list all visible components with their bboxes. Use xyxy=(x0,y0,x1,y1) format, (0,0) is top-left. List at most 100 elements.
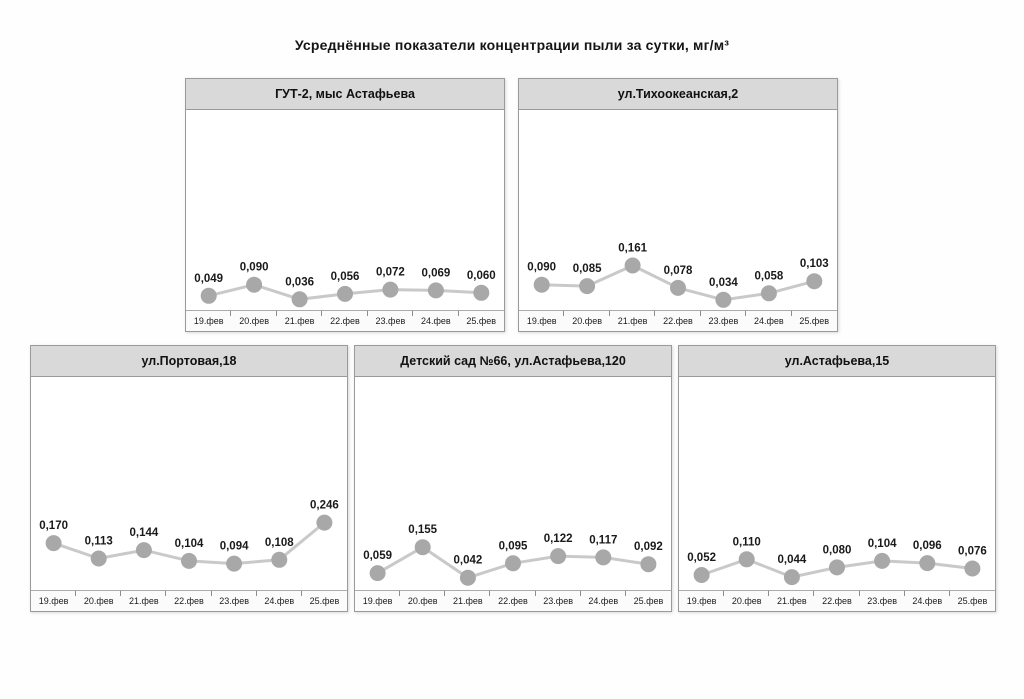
data-point-marker xyxy=(640,556,657,573)
x-axis-label: 19.фев xyxy=(519,311,565,331)
data-point-label: 0,059 xyxy=(363,550,392,562)
x-axis-label: 24.фев xyxy=(257,591,302,611)
line-chart: 0,170 0,113 0,144 0,104 0,094 0,108 0,246 xyxy=(39,500,339,572)
x-axis-label: 25.фев xyxy=(633,596,664,606)
data-point-marker xyxy=(624,257,641,274)
data-point-label: 0,034 xyxy=(709,277,738,289)
x-axis-label: 23.фев xyxy=(212,591,257,611)
data-point-label: 0,069 xyxy=(422,267,451,279)
data-point-marker xyxy=(181,552,197,569)
data-point-label: 0,090 xyxy=(527,262,556,274)
data-point-marker xyxy=(693,567,710,583)
x-axis-label: 25.фев xyxy=(799,316,830,326)
data-point-label: 0,092 xyxy=(634,541,663,553)
data-point-label: 0,036 xyxy=(285,276,314,288)
data-point-marker xyxy=(783,569,800,586)
data-point-label: 0,155 xyxy=(408,524,437,536)
data-point-label: 0,060 xyxy=(467,270,496,282)
data-point-marker xyxy=(715,291,732,308)
data-point-marker xyxy=(550,548,567,565)
station-chart-panel: ул.Тихоокеанская,2 0,090 0,085 0,161 0,078 0… xyxy=(518,78,838,332)
line-chart: 0,052 0,110 0,044 0,080 0,104 0,096 0,076 xyxy=(687,536,987,586)
data-point-label: 0,170 xyxy=(39,520,68,532)
data-point-label: 0,042 xyxy=(454,555,483,567)
x-axis-label: 23.фев xyxy=(860,591,905,611)
data-point-marker xyxy=(874,552,891,569)
data-point-label: 0,049 xyxy=(194,273,223,285)
data-point-marker xyxy=(135,542,152,559)
x-axis-label: 21.фев xyxy=(445,591,491,611)
data-point-marker xyxy=(337,285,353,302)
x-axis-label: 24.фев xyxy=(581,591,626,611)
data-point-marker xyxy=(427,282,444,299)
x-axis-label: 24.фев xyxy=(413,311,459,331)
x-axis-label: 24.фев xyxy=(905,591,950,611)
station-title: ул.Астафьева,15 xyxy=(679,346,995,377)
data-point-marker xyxy=(369,565,386,582)
station-chart-panel: Детский сад №66, ул.Астафьева,120 0,059 0… xyxy=(354,345,672,612)
data-point-marker xyxy=(226,555,243,572)
x-axis: 19.фев 20.фев 21.фев 22.фев 23.фев 24.фев 25.ф… xyxy=(679,590,995,611)
x-axis-label: 20.фев xyxy=(231,311,278,331)
x-axis-label: 24.фев xyxy=(746,311,792,331)
data-point-marker xyxy=(414,539,431,556)
x-axis-label: 21.фев xyxy=(121,591,167,611)
x-axis-label: 19.фев xyxy=(679,591,725,611)
station-title: ГУТ-2, мыс Астафьева xyxy=(186,79,504,110)
data-point-label: 0,052 xyxy=(687,552,716,564)
data-point-marker xyxy=(579,278,596,295)
data-point-label: 0,095 xyxy=(499,540,528,552)
x-axis-label: 25.фев xyxy=(309,596,340,606)
x-axis-label: 22.фев xyxy=(322,311,369,331)
x-axis-label: 20.фев xyxy=(564,311,611,331)
data-point-label: 0,056 xyxy=(331,271,360,283)
x-axis-label: 19.фев xyxy=(31,591,77,611)
station-chart-panel: ул.Портовая,18 0,170 0,113 0,144 0,104 0,094… xyxy=(30,345,348,612)
data-point-label: 0,076 xyxy=(958,546,987,558)
data-point-marker xyxy=(505,555,521,572)
data-point-marker xyxy=(90,550,107,567)
line-chart-plot: 0,090 0,085 0,161 0,078 0,034 0,058 0,103 xyxy=(519,110,837,310)
station-title: ул.Портовая,18 xyxy=(31,346,347,377)
data-point-marker xyxy=(246,276,263,293)
data-point-label: 0,122 xyxy=(544,533,573,545)
line-chart-plot: 0,170 0,113 0,144 0,104 0,094 0,108 0,246 xyxy=(31,377,347,590)
data-point-label: 0,104 xyxy=(868,538,897,550)
data-point-label: 0,103 xyxy=(800,258,829,270)
data-point-label: 0,108 xyxy=(265,537,294,549)
data-point-label: 0,044 xyxy=(778,554,807,566)
data-point-marker xyxy=(738,551,755,568)
data-point-marker xyxy=(271,551,288,568)
data-point-marker xyxy=(760,285,777,302)
line-chart: 0,049 0,090 0,036 0,056 0,072 0,069 0,060 xyxy=(194,262,496,308)
data-point-label: 0,058 xyxy=(755,270,784,282)
x-axis: 19.фев 20.фев 21.фев 22.фев 23.фев 24.фев 25.ф… xyxy=(355,590,671,611)
data-point-label: 0,161 xyxy=(618,243,647,255)
x-axis-label: 23.фев xyxy=(701,311,747,331)
data-point-marker xyxy=(459,569,476,586)
data-point-marker xyxy=(964,560,981,577)
data-point-marker xyxy=(382,281,399,298)
x-axis-label: 20.фев xyxy=(724,591,770,611)
data-point-label: 0,080 xyxy=(823,544,852,556)
x-axis-label: 19.фев xyxy=(355,591,401,611)
x-axis-label: 21.фев xyxy=(277,311,323,331)
x-axis-label: 21.фев xyxy=(610,311,656,331)
data-point-marker xyxy=(291,291,308,308)
x-axis-label: 22.фев xyxy=(490,591,536,611)
data-point-marker xyxy=(316,514,333,531)
data-point-marker xyxy=(473,284,490,301)
x-axis-label: 20.фев xyxy=(400,591,446,611)
x-axis: 19.фев 20.фев 21.фев 22.фев 23.фев 24.фев 25.ф… xyxy=(186,310,504,331)
data-point-label: 0,072 xyxy=(376,267,405,279)
x-axis-label: 19.фев xyxy=(186,311,232,331)
data-point-label: 0,094 xyxy=(220,541,249,553)
data-point-label: 0,078 xyxy=(664,265,693,277)
data-point-marker xyxy=(200,287,217,304)
x-axis-label: 22.фев xyxy=(814,591,860,611)
data-point-label: 0,117 xyxy=(589,534,617,546)
data-point-marker xyxy=(595,549,612,566)
data-point-label: 0,246 xyxy=(310,500,339,512)
data-point-marker xyxy=(829,559,845,576)
